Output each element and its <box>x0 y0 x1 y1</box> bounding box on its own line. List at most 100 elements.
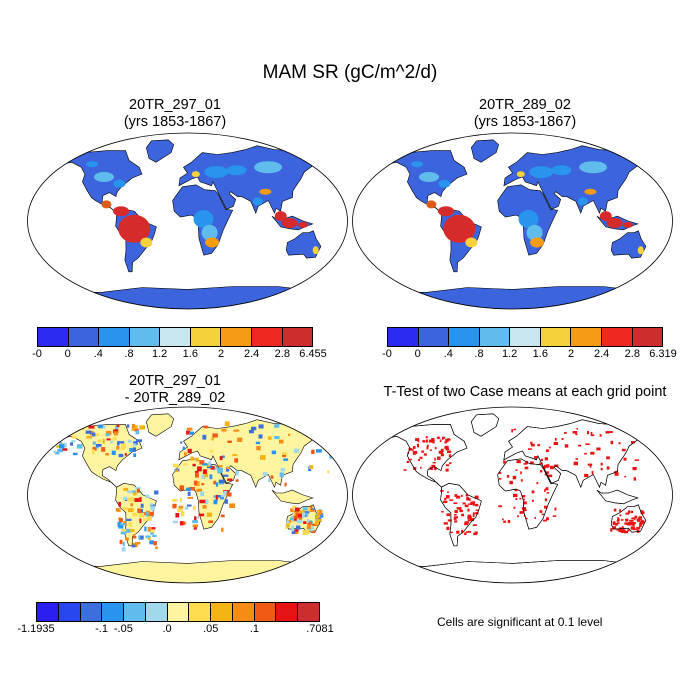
field-cell <box>301 512 306 518</box>
colorbar-1 <box>37 327 313 347</box>
significant-cell <box>464 522 468 526</box>
field-cell <box>256 446 261 451</box>
field-patch <box>140 237 153 248</box>
field-cell <box>118 453 124 458</box>
field-cell <box>181 511 185 517</box>
field-cell <box>131 426 135 432</box>
significant-cell <box>471 501 476 505</box>
field-cell <box>76 444 83 449</box>
map-border <box>27 132 348 310</box>
field-cell <box>102 425 106 429</box>
field-cell <box>186 487 191 491</box>
field-cell <box>132 447 136 452</box>
coastline-indonesia <box>596 489 639 505</box>
field-cell <box>213 499 218 505</box>
significant-cell <box>608 431 613 433</box>
significant-cell <box>403 469 407 471</box>
colorbar-2-swatch <box>479 328 511 346</box>
colorbar-3-swatch <box>189 603 212 621</box>
field-cell <box>67 424 73 429</box>
field-cell <box>317 514 321 518</box>
field-cell <box>288 520 291 524</box>
field-cell <box>183 521 186 525</box>
field-cell <box>293 512 296 516</box>
colorbar-2-swatch <box>632 328 663 346</box>
field-cell <box>115 426 120 429</box>
coastline-africa <box>497 458 559 530</box>
field-cell <box>285 525 288 529</box>
significant-cell <box>440 448 444 453</box>
field-cell <box>195 481 200 487</box>
landmass-greenland <box>470 139 500 163</box>
field-cell <box>178 505 184 509</box>
field-cell <box>150 530 154 535</box>
coastline-australia <box>610 504 647 533</box>
significant-cell <box>600 462 603 466</box>
field-patch <box>193 210 214 228</box>
significant-cell <box>445 468 449 472</box>
significant-cell <box>614 522 618 526</box>
significant-cell <box>599 434 602 437</box>
significant-cell <box>590 434 595 437</box>
field-cell <box>59 442 62 445</box>
significant-cell <box>637 517 641 521</box>
field-cell <box>220 494 225 498</box>
field-cell <box>262 472 268 476</box>
significant-cell <box>630 510 634 514</box>
field-cell <box>329 454 333 459</box>
field-cell <box>233 429 240 432</box>
field-cell <box>283 458 289 461</box>
significant-cell <box>467 514 472 517</box>
field-cell <box>177 508 183 513</box>
significant-cell <box>438 450 443 454</box>
panel-3-title-line1: 20TR_297_01 <box>129 373 221 389</box>
field-cell <box>225 466 230 472</box>
field-cell <box>71 436 77 439</box>
field-cell <box>101 447 106 452</box>
colorbar-3 <box>36 602 320 622</box>
significant-cell <box>464 521 469 524</box>
significant-cell <box>444 445 449 449</box>
field-patch <box>254 161 283 174</box>
colorbar-1-swatch <box>160 328 191 346</box>
field-cell <box>229 503 236 508</box>
field-cell <box>134 428 139 432</box>
significant-cell <box>633 477 636 481</box>
field-cell <box>120 531 127 535</box>
significant-cell <box>449 531 453 534</box>
field-cell <box>72 452 78 456</box>
significant-cell <box>519 511 524 514</box>
significant-cell <box>620 519 624 521</box>
significant-cell <box>633 528 638 531</box>
landmass-indonesia <box>596 489 639 505</box>
field-cell <box>274 436 280 440</box>
field-patch <box>599 211 612 222</box>
significant-cell <box>539 510 543 513</box>
field-patch <box>113 206 129 217</box>
significant-cell <box>546 517 549 521</box>
field-patch <box>113 179 126 188</box>
field-cell <box>136 488 140 493</box>
field-cell <box>211 437 214 441</box>
field-patch <box>419 172 439 182</box>
field-cell <box>226 466 230 469</box>
colorbar-1-tick-label: 1.2 <box>152 348 168 360</box>
field-cell <box>202 469 208 475</box>
significant-cell <box>413 453 417 455</box>
significant-cell <box>426 439 428 443</box>
field-cell <box>139 425 145 430</box>
field-cell <box>62 442 67 448</box>
coastline-eurasia <box>503 419 652 489</box>
significant-cell <box>617 517 620 520</box>
significant-cell <box>409 448 414 451</box>
significant-cell <box>616 522 620 524</box>
field-cell <box>316 515 319 519</box>
significant-cell <box>465 494 469 497</box>
field-cell <box>327 470 330 474</box>
significant-cell <box>461 529 464 534</box>
significant-cell <box>454 494 458 497</box>
field-cell <box>131 423 136 429</box>
significant-cell <box>545 487 549 491</box>
significant-cell <box>553 442 558 445</box>
field-cell <box>105 453 109 456</box>
